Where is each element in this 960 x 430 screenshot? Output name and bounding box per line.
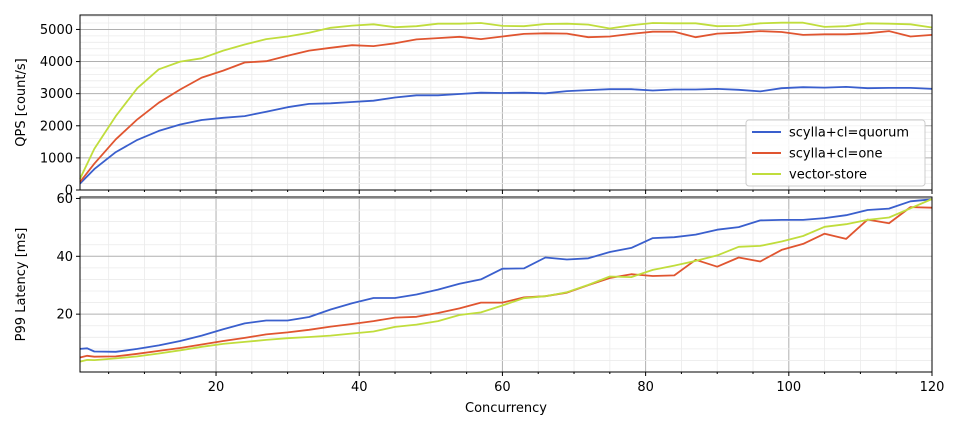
qps-subplot: 0 1000 2000 3000 4000 5000 QPS [count/s] scyl… bbox=[14, 14, 933, 199]
y-tick-label: 5000 bbox=[40, 23, 73, 38]
y-tick-label: 20 bbox=[56, 308, 73, 323]
qps-y-axis-label: QPS [count/s] bbox=[14, 58, 29, 146]
series-line-scylla-cl-quorum bbox=[79, 86, 933, 185]
legend-label-quorum: scylla+cl=quorum bbox=[789, 126, 909, 141]
qps-series-lines bbox=[79, 21, 933, 185]
y-tick-label: 1000 bbox=[40, 151, 73, 166]
series-line-scylla-cl-quorum bbox=[79, 198, 933, 353]
x-tick-label: 120 bbox=[920, 380, 945, 395]
legend-box bbox=[745, 119, 926, 187]
latency-y-axis-label: P99 Latency [ms] bbox=[14, 228, 29, 342]
y-tick-label: 2000 bbox=[40, 119, 73, 134]
latency-plot-frame bbox=[79, 196, 933, 373]
x-tick-label: 100 bbox=[776, 380, 801, 395]
qps-y-ticks: 0 1000 2000 3000 4000 5000 bbox=[40, 23, 933, 199]
x-tick-label: 80 bbox=[637, 380, 654, 395]
legend: scylla+cl=quorum scylla+cl=one vector-st… bbox=[745, 119, 926, 187]
qps-plot-frame bbox=[79, 14, 933, 191]
x-tick-label: 60 bbox=[494, 380, 511, 395]
y-tick-label: 3000 bbox=[40, 87, 73, 102]
latency-subplot: 20 40 60 20 40 60 80 100 120 P99 Latency [ms] Co… bbox=[14, 192, 944, 416]
series-line-vector-store bbox=[79, 198, 933, 363]
y-tick-label: 60 bbox=[56, 192, 73, 207]
series-line-vector-store bbox=[79, 21, 933, 180]
x-axis-label: Concurrency bbox=[465, 401, 547, 416]
series-line-scylla-cl-one bbox=[79, 30, 933, 183]
x-tick-label: 40 bbox=[351, 380, 368, 395]
legend-label-one: scylla+cl=one bbox=[789, 147, 883, 162]
y-tick-label: 0 bbox=[65, 184, 73, 199]
latency-ticks: 20 40 60 20 40 60 80 100 120 bbox=[56, 192, 944, 395]
series-line-scylla-cl-one bbox=[79, 206, 933, 359]
legend-label-vector-store: vector-store bbox=[789, 168, 867, 183]
y-tick-label: 4000 bbox=[40, 55, 73, 70]
y-tick-label: 40 bbox=[56, 250, 73, 265]
x-tick-label: 20 bbox=[208, 380, 225, 395]
latency-series-lines bbox=[79, 198, 933, 363]
